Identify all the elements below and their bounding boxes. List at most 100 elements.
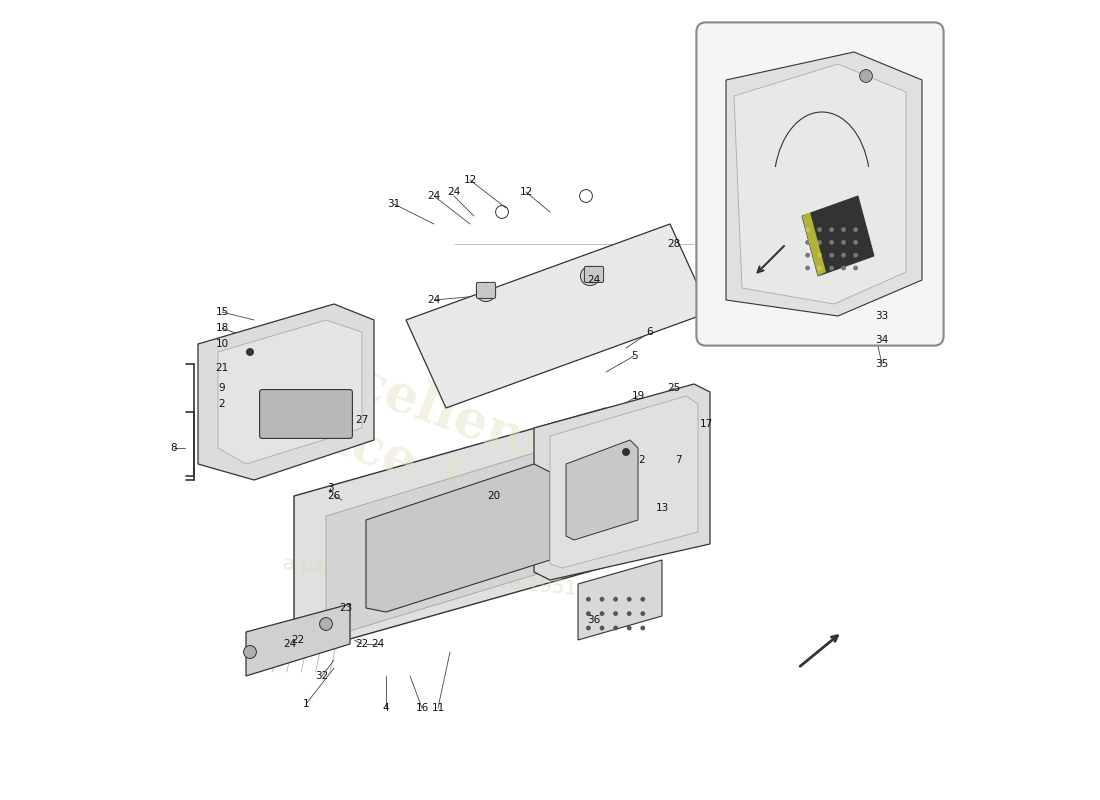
Polygon shape [734,64,906,304]
Circle shape [842,266,846,270]
Circle shape [613,626,618,630]
Text: 7: 7 [674,455,681,465]
Text: 27: 27 [355,415,368,425]
Circle shape [613,611,618,616]
Text: 18: 18 [216,323,229,333]
Circle shape [640,626,646,630]
Text: 26: 26 [328,491,341,501]
Circle shape [817,227,822,232]
Circle shape [829,227,834,232]
Circle shape [842,227,846,232]
Circle shape [829,240,834,245]
Text: 28: 28 [668,239,681,249]
Text: 10: 10 [216,339,229,349]
Text: 25: 25 [668,383,681,393]
Text: 36: 36 [587,615,601,625]
Polygon shape [294,408,630,648]
Circle shape [586,626,591,630]
Text: 24: 24 [284,639,297,649]
Text: 17: 17 [700,419,713,429]
Circle shape [627,597,631,602]
Polygon shape [198,304,374,480]
Text: 22: 22 [292,635,305,645]
Text: 24: 24 [428,191,441,201]
Circle shape [854,227,858,232]
Text: 12: 12 [463,175,476,185]
Text: 33: 33 [876,311,889,321]
Text: 32: 32 [316,671,329,681]
Polygon shape [246,604,350,676]
Text: 19: 19 [631,391,645,401]
Circle shape [854,266,858,270]
Circle shape [854,253,858,258]
Text: 24: 24 [448,187,461,197]
Circle shape [805,253,810,258]
Polygon shape [534,384,710,580]
Polygon shape [406,224,710,408]
Circle shape [586,597,591,602]
Polygon shape [366,464,550,612]
Text: 24: 24 [587,275,601,285]
Circle shape [829,266,834,270]
Text: 9: 9 [219,383,225,393]
Text: 3: 3 [327,483,333,493]
FancyBboxPatch shape [476,282,496,298]
Polygon shape [218,320,362,464]
Text: 1: 1 [302,699,309,709]
Text: 34: 34 [876,335,889,345]
Text: 11: 11 [431,703,444,713]
Polygon shape [566,440,638,540]
Circle shape [805,240,810,245]
FancyBboxPatch shape [696,22,944,346]
Text: excellence
since 1951: excellence since 1951 [262,334,598,546]
Circle shape [829,253,834,258]
Circle shape [842,240,846,245]
Polygon shape [802,212,826,276]
Text: 5: 5 [630,351,637,361]
Text: 21: 21 [216,363,229,373]
Polygon shape [578,560,662,640]
Circle shape [613,597,618,602]
Text: 16: 16 [416,703,429,713]
Circle shape [640,611,646,616]
Circle shape [627,611,631,616]
FancyBboxPatch shape [584,266,604,282]
Text: 2: 2 [219,399,225,409]
Text: 13: 13 [656,503,669,513]
Circle shape [805,266,810,270]
Text: 4: 4 [383,703,389,713]
Text: 22: 22 [355,639,368,649]
Circle shape [246,348,254,356]
Text: 2: 2 [639,455,646,465]
Text: 12: 12 [519,187,532,197]
Polygon shape [550,396,698,568]
Text: 8: 8 [170,443,177,453]
Circle shape [854,240,858,245]
Text: 6: 6 [647,327,653,337]
Polygon shape [726,52,922,316]
Text: 15: 15 [216,307,229,317]
Circle shape [476,282,496,302]
Circle shape [859,70,872,82]
Text: 20: 20 [487,491,500,501]
Circle shape [600,611,604,616]
Circle shape [586,611,591,616]
Circle shape [627,626,631,630]
Text: 35: 35 [876,359,889,369]
Circle shape [842,253,846,258]
Polygon shape [326,436,610,632]
Text: a passion for parts since 1951: a passion for parts since 1951 [283,554,578,598]
FancyBboxPatch shape [260,390,352,438]
Circle shape [320,618,332,630]
Circle shape [600,597,604,602]
Text: 31: 31 [387,199,400,209]
Circle shape [600,626,604,630]
Text: 23: 23 [340,603,353,613]
Text: 24: 24 [428,295,441,305]
Circle shape [817,266,822,270]
Text: 24: 24 [372,639,385,649]
Circle shape [817,253,822,258]
Circle shape [817,240,822,245]
Circle shape [243,646,256,658]
Circle shape [581,266,600,286]
